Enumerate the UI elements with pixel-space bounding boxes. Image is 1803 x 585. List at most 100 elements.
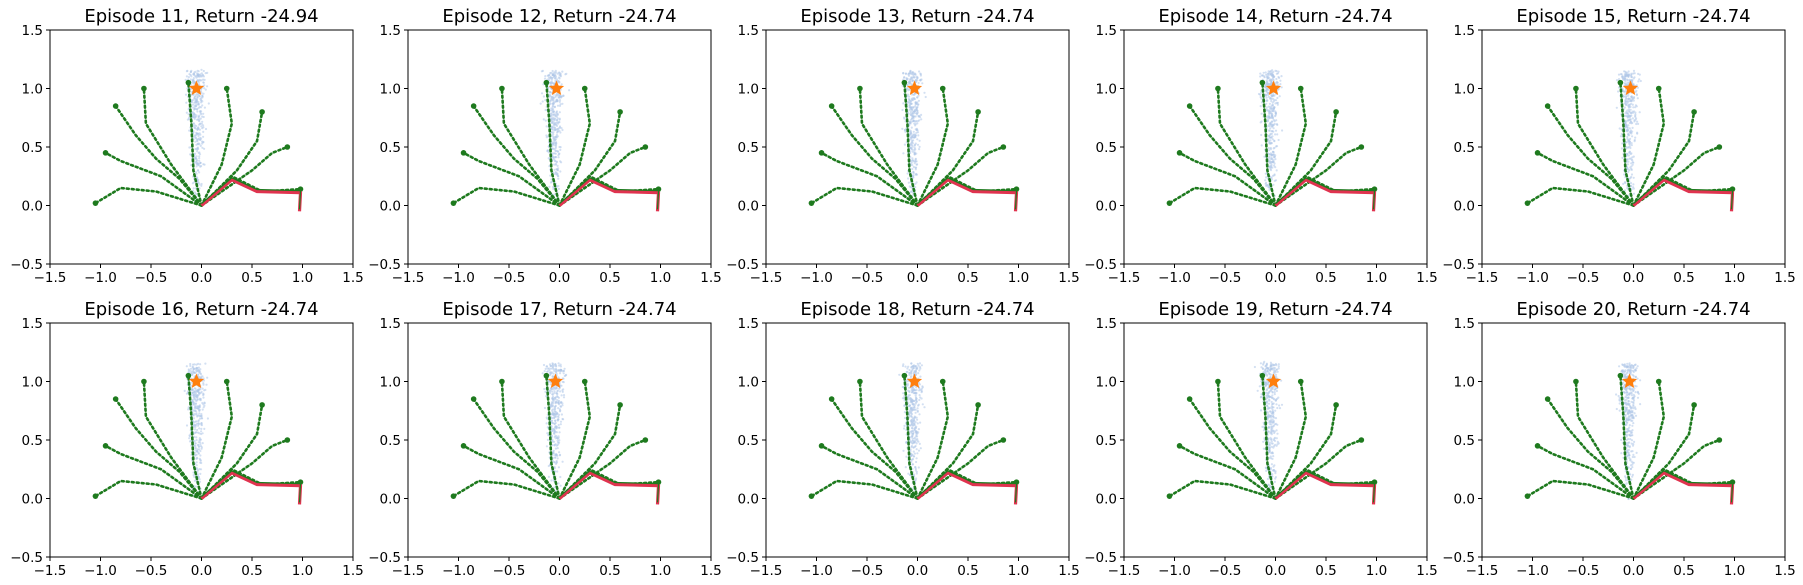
scatter-point (1636, 390, 1639, 393)
scatter-point (194, 75, 197, 78)
scatter-point (1630, 168, 1633, 171)
x-tick-label: −1.5 (34, 270, 67, 286)
scatter-point (1631, 111, 1634, 114)
x-tick-label: 0.0 (907, 270, 928, 286)
scatter-point (553, 105, 557, 108)
scatter-point (913, 406, 916, 409)
scatter-point (1632, 77, 1635, 80)
scatter-point (1267, 70, 1270, 73)
scatter-point (903, 427, 906, 430)
scatter-point (550, 107, 553, 110)
subplot-panel: −1.5 −1.0 −0.5 0.0 0.5 1.0 1.5−0.50.00.51.01.5… (1442, 299, 1796, 579)
scatter-point (193, 428, 197, 431)
plot-area (1524, 69, 1736, 212)
scatter-point (562, 372, 565, 375)
subplot-panel: −1.5 −1.0 −0.5 0.0 0.5 1.0 1.5−0.50.00.51.01.5… (368, 6, 722, 286)
scatter-point (1630, 98, 1634, 101)
scatter-point (193, 113, 196, 116)
scatter-point (1263, 155, 1266, 158)
x-tick-label: 1.5 (1774, 563, 1795, 579)
scatter-point (1627, 170, 1630, 173)
trajectory-green (1536, 444, 1635, 500)
scatter-point (193, 412, 196, 415)
scatter-point (1271, 138, 1274, 141)
x-tick-label: −1.0 (442, 270, 475, 286)
x-tick-label: 0.0 (1265, 563, 1286, 579)
scatter-point (1280, 86, 1283, 89)
trajectory-end (1524, 200, 1531, 206)
scatter-point (920, 387, 924, 390)
scatter-point (559, 475, 562, 479)
scatter-point (1630, 175, 1633, 178)
scatter-point (1274, 373, 1278, 376)
scatter-point (1637, 72, 1640, 75)
scatter-point (1633, 72, 1636, 75)
scatter-point (1266, 116, 1269, 119)
x-tick-label: 1.5 (1774, 270, 1795, 286)
scatter-point (1635, 117, 1638, 120)
y-tick-label: 0.0 (1454, 199, 1475, 215)
scatter-point (196, 405, 199, 408)
scatter-point (200, 68, 203, 71)
scatter-point (1265, 469, 1268, 472)
x-tick-label: −0.5 (1209, 270, 1242, 286)
scatter-point (1269, 146, 1272, 150)
scatter-point (1628, 74, 1631, 77)
scatter-point (1277, 365, 1280, 368)
trajectory-end (1333, 402, 1339, 408)
scatter-point (1269, 132, 1272, 135)
scatter-point (557, 435, 560, 438)
scatter-point (549, 383, 552, 386)
scatter-point (1271, 69, 1274, 72)
scatter-point (1261, 74, 1264, 77)
scatter-point (915, 399, 918, 402)
scatter-point (919, 78, 922, 81)
scatter-point (196, 150, 199, 153)
scatter-point (199, 79, 202, 82)
scatter-point (1632, 396, 1636, 399)
scatter-point (1629, 404, 1632, 408)
scatter-point (912, 422, 916, 425)
scatter-point (912, 79, 915, 82)
subplot-panel: −1.5 −1.0 −0.5 0.0 0.5 1.0 1.5−0.50.00.51.01.5… (1084, 6, 1438, 286)
scatter-point (907, 365, 910, 368)
scatter-point (914, 103, 917, 106)
x-tick-label: 0.5 (1673, 270, 1694, 286)
scatter-point (553, 144, 556, 147)
scatter-point (551, 122, 554, 125)
plot-area (808, 69, 1020, 212)
scatter-point (192, 474, 195, 477)
scatter-point (198, 478, 201, 481)
scatter-point (202, 382, 205, 385)
scatter-point (197, 445, 200, 448)
scatter-point (1624, 73, 1627, 76)
goal-star (906, 80, 923, 95)
scatter-point (1268, 111, 1271, 114)
scatter-point (1617, 90, 1620, 93)
scatter-point (555, 459, 558, 463)
x-tick-label: −1.0 (800, 270, 833, 286)
scatter-point (1268, 390, 1271, 394)
scatter-point (555, 112, 558, 115)
subplot-title: Episode 19, Return -24.74 (1158, 299, 1392, 320)
scatter-point (1276, 397, 1279, 400)
scatter-point (919, 366, 922, 369)
trajectory-end (857, 378, 863, 385)
scatter-point (200, 125, 203, 128)
scatter-point (548, 103, 552, 106)
plot-area (1166, 360, 1378, 505)
scatter-point (558, 99, 562, 102)
scatter-point (1260, 144, 1263, 147)
x-tick-label: 1.5 (1058, 563, 1079, 579)
scatter-point (911, 463, 915, 466)
trajectory-end (1176, 150, 1183, 156)
scatter-point (912, 71, 915, 74)
trajectory-end (901, 79, 908, 86)
trajectory-end (1215, 378, 1221, 385)
scatter-point (1629, 182, 1633, 185)
scatter-point (553, 364, 556, 367)
scatter-point (1264, 71, 1267, 74)
scatter-point (554, 462, 558, 465)
y-tick-label: −0.5 (368, 550, 401, 566)
scatter-point (561, 404, 564, 407)
